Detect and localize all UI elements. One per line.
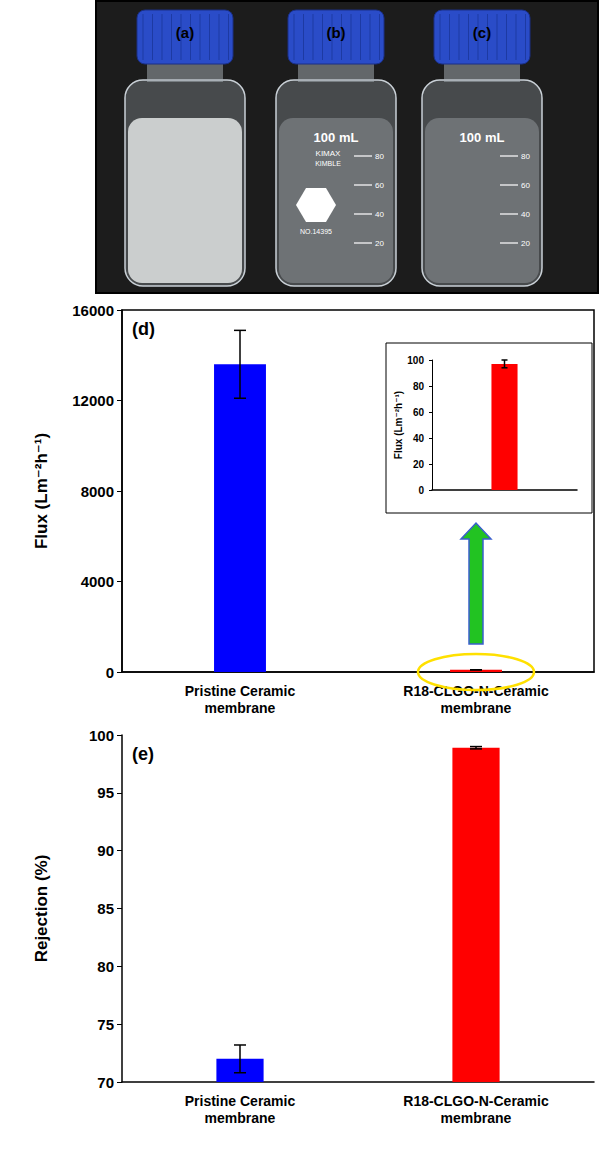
svg-text:80: 80 — [521, 152, 530, 161]
svg-text:60: 60 — [413, 407, 425, 418]
svg-text:KIMAX: KIMAX — [316, 149, 342, 158]
svg-text:70: 70 — [97, 1074, 114, 1091]
svg-text:100: 100 — [407, 355, 424, 366]
svg-text:20: 20 — [521, 239, 530, 248]
svg-text:80: 80 — [97, 958, 114, 975]
svg-text:100 mL: 100 mL — [460, 130, 505, 145]
svg-text:Flux (Lm⁻²h⁻¹): Flux (Lm⁻²h⁻¹) — [32, 433, 51, 549]
svg-text:Pristine Ceramic: Pristine Ceramic — [185, 683, 296, 699]
svg-text:NO.14395: NO.14395 — [300, 228, 332, 235]
svg-text:60: 60 — [521, 181, 530, 190]
svg-text:40: 40 — [413, 433, 425, 444]
svg-text:R18-CLGO-N-Ceramic: R18-CLGO-N-Ceramic — [403, 1093, 549, 1109]
svg-text:membrane: membrane — [441, 1110, 512, 1126]
svg-text:40: 40 — [521, 210, 530, 219]
svg-text:85: 85 — [97, 900, 114, 917]
svg-text:16000: 16000 — [72, 302, 114, 319]
svg-text:75: 75 — [97, 1016, 114, 1033]
svg-text:(a): (a) — [176, 24, 194, 41]
svg-text:100: 100 — [89, 727, 114, 744]
svg-text:90: 90 — [97, 842, 114, 859]
svg-text:20: 20 — [413, 459, 425, 470]
svg-text:Rejection (%): Rejection (%) — [32, 855, 51, 963]
svg-text:(e): (e) — [132, 744, 154, 764]
svg-text:60: 60 — [375, 181, 384, 190]
svg-text:membrane: membrane — [205, 700, 276, 716]
svg-text:80: 80 — [413, 381, 425, 392]
svg-text:(d): (d) — [132, 319, 155, 339]
svg-text:100 mL: 100 mL — [314, 130, 359, 145]
svg-text:0: 0 — [418, 485, 424, 496]
svg-text:40: 40 — [375, 210, 384, 219]
svg-text:(c): (c) — [473, 24, 491, 41]
svg-text:95: 95 — [97, 784, 114, 801]
svg-text:Flux (Lm⁻²h⁻¹): Flux (Lm⁻²h⁻¹) — [393, 391, 404, 459]
svg-text:4000: 4000 — [81, 573, 114, 590]
svg-text:KIMBLE: KIMBLE — [315, 160, 341, 167]
svg-text:Pristine Ceramic: Pristine Ceramic — [185, 1093, 296, 1109]
svg-text:membrane: membrane — [205, 1110, 276, 1126]
svg-text:20: 20 — [375, 239, 384, 248]
svg-text:0: 0 — [106, 664, 114, 681]
svg-text:12000: 12000 — [72, 392, 114, 409]
svg-text:8000: 8000 — [81, 483, 114, 500]
svg-text:80: 80 — [375, 152, 384, 161]
svg-text:membrane: membrane — [441, 700, 512, 716]
svg-text:(b): (b) — [326, 24, 345, 41]
svg-text:R18-CLGO-N-Ceramic: R18-CLGO-N-Ceramic — [403, 682, 549, 699]
